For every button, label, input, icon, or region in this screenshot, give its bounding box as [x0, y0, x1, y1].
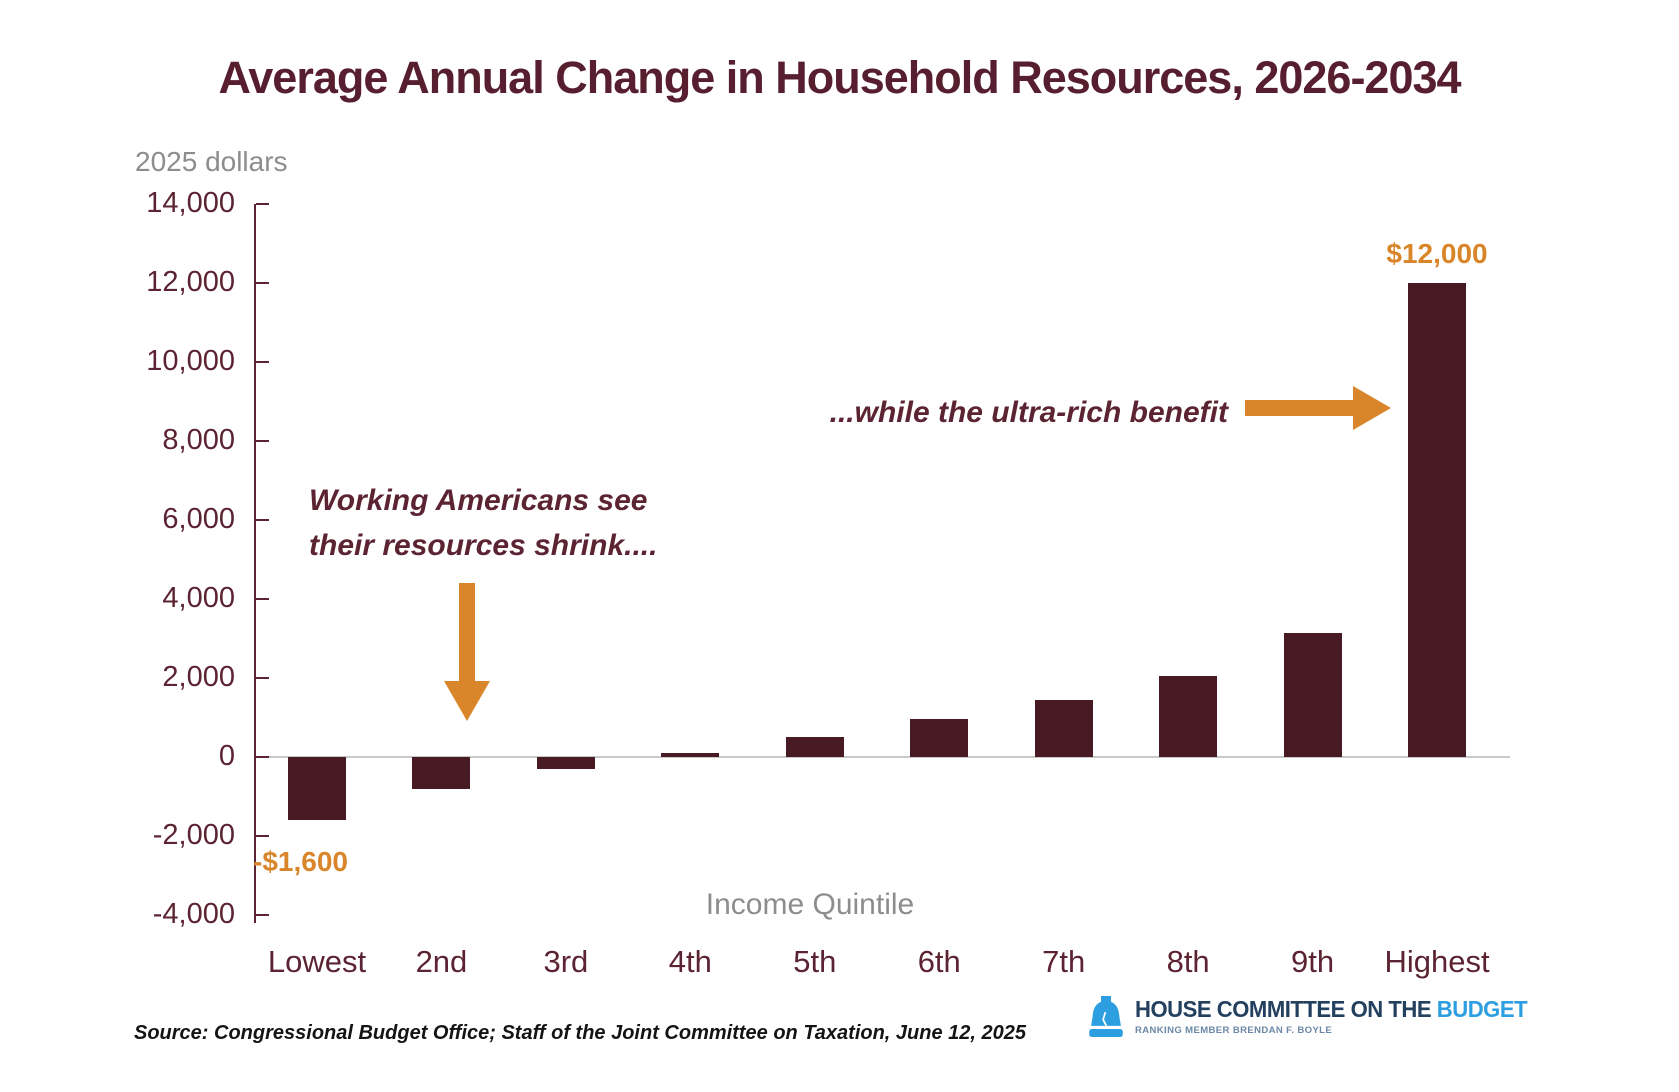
- bar-4th: [661, 753, 720, 757]
- down-arrow-head-icon: [444, 681, 490, 721]
- annotation-ultra-rich: ...while the ultra-rich benefit: [829, 396, 1228, 429]
- y-axis-tick: [256, 440, 269, 442]
- bar-2nd: [412, 757, 471, 789]
- y-axis-tick-label: 4,000: [162, 582, 235, 614]
- committee-logo-text: HOUSE COMMITTEE ON THE BUDGET RANKING ME…: [1135, 996, 1543, 1036]
- y-axis-tick: [256, 203, 269, 205]
- x-category-label-9th: 9th: [1291, 944, 1335, 979]
- bar-7th: [1034, 699, 1093, 757]
- liberty-bell-icon: [1086, 996, 1126, 1047]
- x-category-label-6th: 6th: [917, 944, 961, 979]
- x-category-label-7th: 7th: [1042, 944, 1086, 979]
- y-axis-tick: [256, 677, 269, 679]
- chart-title: Average Annual Change in Household Resou…: [218, 52, 1461, 103]
- x-category-label-lowest: Lowest: [267, 944, 367, 979]
- bar-6th: [910, 719, 969, 757]
- right-arrow-icon: [1245, 400, 1355, 416]
- committee-subtitle: RANKING MEMBER BRENDAN F. BOYLE: [1135, 1025, 1333, 1036]
- bar-lowest: [288, 757, 346, 821]
- y-axis-tick: [256, 756, 269, 758]
- committee-name-highlight: BUDGET: [1436, 996, 1528, 1022]
- x-category-label-2nd: 2nd: [415, 944, 468, 979]
- bar-3rd: [536, 757, 595, 769]
- bar-8th: [1159, 676, 1218, 757]
- annotation-left-line2: their resources shrink....: [309, 529, 658, 562]
- y-axis-tick-label: 0: [218, 740, 235, 772]
- y-axis-tick-label: 10,000: [146, 345, 235, 377]
- y-axis-tick-label: 14,000: [146, 187, 235, 219]
- y-axis-tick: [256, 598, 269, 600]
- right-arrow-head-icon: [1353, 386, 1391, 430]
- annotation-working-americans: Working Americans see their resources sh…: [309, 478, 657, 568]
- bar-highest: [1408, 283, 1467, 757]
- y-axis-tick: [256, 914, 269, 916]
- y-axis-line: [254, 204, 256, 923]
- annotation-left-line1: Working Americans see: [309, 484, 648, 517]
- y-axis-tick: [256, 282, 269, 284]
- y-axis-tick-label: 12,000: [146, 266, 235, 298]
- x-category-label-highest: Highest: [1384, 944, 1490, 979]
- down-arrow-icon: [459, 583, 475, 683]
- data-label-highest: $12,000: [1386, 238, 1488, 269]
- x-axis-title: Income Quintile: [705, 888, 915, 921]
- y-axis-tick: [256, 361, 269, 363]
- source-note: Source: Congressional Budget Office; Sta…: [134, 1022, 1027, 1044]
- bar-5th: [785, 737, 844, 757]
- committee-name: HOUSE COMMITTEE ON THE BUDGET: [1135, 996, 1528, 1022]
- y-axis-tick-label: -2,000: [152, 819, 235, 851]
- x-category-label-8th: 8th: [1166, 944, 1210, 979]
- x-category-label-3rd: 3rd: [543, 944, 589, 979]
- data-label-lowest: -$1,600: [253, 846, 348, 877]
- y-axis-tick-label: 8,000: [162, 424, 235, 456]
- y-axis-tick-label: 2,000: [162, 661, 235, 693]
- y-axis-tick-label: -4,000: [152, 898, 235, 930]
- committee-logo: HOUSE COMMITTEE ON THE BUDGET RANKING ME…: [1086, 996, 1543, 1047]
- x-category-label-5th: 5th: [793, 944, 837, 979]
- y-axis-tick-label: 6,000: [162, 503, 235, 535]
- bar-9th: [1283, 632, 1342, 757]
- y-axis-unit-label: 2025 dollars: [135, 146, 288, 177]
- x-category-label-4th: 4th: [668, 944, 712, 979]
- y-axis-tick: [256, 519, 269, 521]
- zero-baseline: [256, 756, 1510, 758]
- y-axis-tick: [256, 835, 269, 837]
